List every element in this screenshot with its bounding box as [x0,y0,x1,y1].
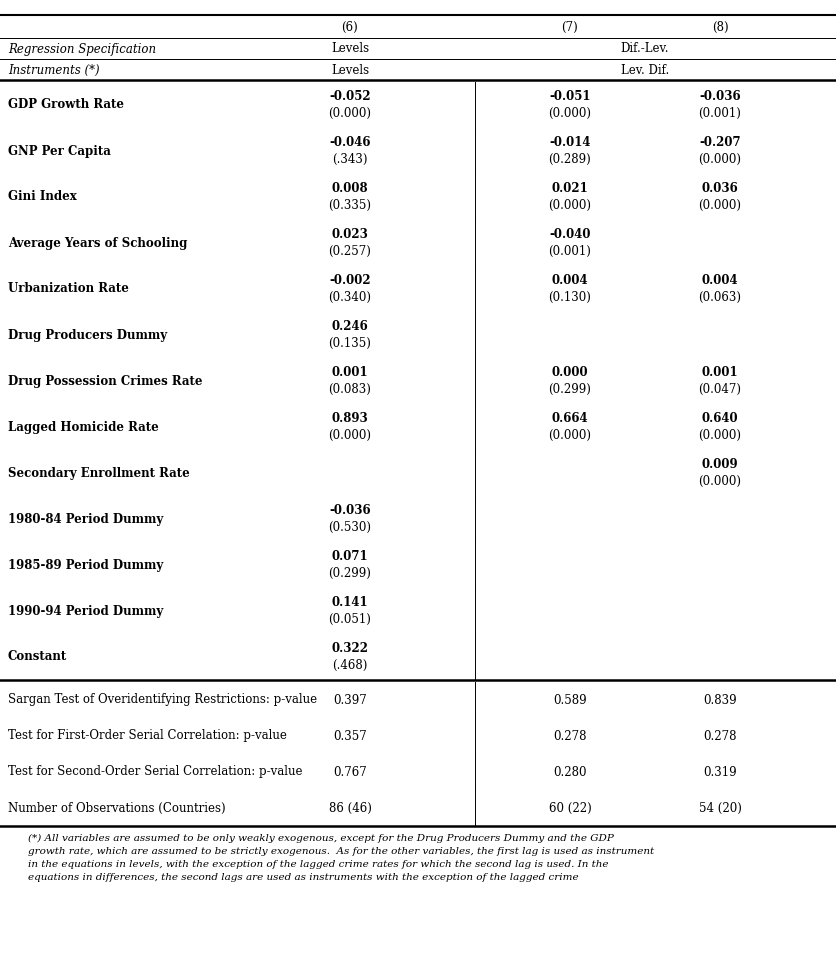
Text: (0.000): (0.000) [548,199,591,212]
Text: 0.893: 0.893 [331,413,368,425]
Text: 0.839: 0.839 [702,693,736,707]
Text: 0.004: 0.004 [551,274,588,287]
Text: 0.023: 0.023 [331,228,368,241]
Text: (*) All variables are assumed to be only weakly exogenous, except for the Drug P: (*) All variables are assumed to be only… [28,834,613,844]
Text: 0.036: 0.036 [701,182,737,196]
Text: 54 (20): 54 (20) [698,801,741,815]
Text: 1990-94 Period Dummy: 1990-94 Period Dummy [8,604,163,618]
Text: 0.280: 0.280 [553,765,586,779]
Text: (0.299): (0.299) [548,383,591,396]
Text: Sargan Test of Overidentifying Restrictions: p-value: Sargan Test of Overidentifying Restricti… [8,693,317,707]
Text: (0.335): (0.335) [328,199,371,212]
Text: 0.071: 0.071 [331,550,368,563]
Text: Dif.-Lev.: Dif.-Lev. [620,42,669,56]
Text: 0.001: 0.001 [331,366,368,379]
Text: Urbanization Rate: Urbanization Rate [8,282,129,296]
Text: (0.257): (0.257) [329,245,371,257]
Text: (0.299): (0.299) [329,567,371,579]
Text: 1985-89 Period Dummy: 1985-89 Period Dummy [8,558,163,572]
Text: (8): (8) [711,20,727,34]
Text: GDP Growth Rate: GDP Growth Rate [8,98,124,112]
Text: 0.278: 0.278 [702,730,736,742]
Text: (0.000): (0.000) [698,475,741,488]
Text: (6): (6) [341,20,358,34]
Text: Drug Possession Crimes Rate: Drug Possession Crimes Rate [8,374,202,388]
Text: 0.000: 0.000 [551,366,588,379]
Text: Test for First-Order Serial Correlation: p-value: Test for First-Order Serial Correlation:… [8,730,287,742]
Text: 0.357: 0.357 [333,730,366,742]
Text: (0.000): (0.000) [698,199,741,212]
Text: 0.589: 0.589 [553,693,586,707]
Text: 0.009: 0.009 [701,458,737,471]
Text: 0.001: 0.001 [701,366,737,379]
Text: 0.767: 0.767 [333,765,366,779]
Text: (.468): (.468) [332,658,367,672]
Text: Secondary Enrollment Rate: Secondary Enrollment Rate [8,467,190,479]
Text: Lagged Homicide Rate: Lagged Homicide Rate [8,420,159,434]
Text: Gini Index: Gini Index [8,191,77,203]
Text: Levels: Levels [330,42,369,56]
Text: Lev. Dif.: Lev. Dif. [620,64,668,76]
Text: (0.000): (0.000) [328,429,371,442]
Text: -0.036: -0.036 [698,91,740,103]
Text: (0.047): (0.047) [698,383,741,396]
Text: Regression Specification: Regression Specification [8,42,156,56]
Text: 0.004: 0.004 [701,274,737,287]
Text: (0.000): (0.000) [698,429,741,442]
Text: equations in differences, the second lags are used as instruments with the excep: equations in differences, the second lag… [28,873,578,882]
Text: in the equations in levels, with the exception of the lagged crime rates for whi: in the equations in levels, with the exc… [28,860,608,869]
Text: -0.052: -0.052 [329,91,370,103]
Text: 0.246: 0.246 [331,320,368,334]
Text: 0.278: 0.278 [553,730,586,742]
Text: Constant: Constant [8,651,67,663]
Text: 0.008: 0.008 [331,182,368,196]
Text: -0.046: -0.046 [329,136,370,149]
Text: (0.000): (0.000) [548,429,591,442]
Text: 60 (22): 60 (22) [548,801,591,815]
Text: Levels: Levels [330,64,369,76]
Text: (0.063): (0.063) [698,291,741,304]
Text: (0.083): (0.083) [329,383,371,396]
Text: 0.397: 0.397 [333,693,366,707]
Text: -0.036: -0.036 [329,504,370,518]
Text: (0.001): (0.001) [698,107,741,120]
Text: (0.289): (0.289) [548,152,591,166]
Text: 0.640: 0.640 [701,413,737,425]
Text: (0.000): (0.000) [698,152,741,166]
Text: (0.135): (0.135) [329,336,371,350]
Text: 1980-84 Period Dummy: 1980-84 Period Dummy [8,513,163,525]
Text: growth rate, which are assumed to be strictly exogenous.  As for the other varia: growth rate, which are assumed to be str… [28,847,654,856]
Text: (0.130): (0.130) [548,291,591,304]
Text: -0.014: -0.014 [548,136,590,149]
Text: (0.000): (0.000) [548,107,591,120]
Text: (0.001): (0.001) [548,245,591,257]
Text: -0.207: -0.207 [698,136,740,149]
Text: (0.000): (0.000) [328,107,371,120]
Text: 86 (46): 86 (46) [329,801,371,815]
Text: Drug Producers Dummy: Drug Producers Dummy [8,329,167,341]
Text: Instruments (*): Instruments (*) [8,64,99,76]
Text: Average Years of Schooling: Average Years of Schooling [8,236,187,250]
Text: 0.322: 0.322 [331,642,368,656]
Text: 0.021: 0.021 [551,182,588,196]
Text: (0.530): (0.530) [328,521,371,534]
Text: -0.002: -0.002 [329,274,370,287]
Text: GNP Per Capita: GNP Per Capita [8,145,110,157]
Text: (7): (7) [561,20,578,34]
Text: Number of Observations (Countries): Number of Observations (Countries) [8,801,226,815]
Text: 0.664: 0.664 [551,413,588,425]
Text: (0.051): (0.051) [329,613,371,626]
Text: -0.040: -0.040 [548,228,590,241]
Text: 0.319: 0.319 [702,765,736,779]
Text: Test for Second-Order Serial Correlation: p-value: Test for Second-Order Serial Correlation… [8,765,302,779]
Text: (0.340): (0.340) [328,291,371,304]
Text: (.343): (.343) [332,152,367,166]
Text: -0.051: -0.051 [548,91,590,103]
Text: 0.141: 0.141 [331,596,368,609]
